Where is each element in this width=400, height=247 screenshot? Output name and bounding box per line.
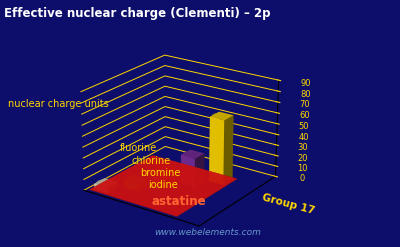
Text: fluorine: fluorine (120, 143, 157, 153)
Text: astatine: astatine (152, 195, 207, 208)
Text: chlorine: chlorine (132, 156, 171, 165)
Text: www.webelements.com: www.webelements.com (154, 228, 262, 237)
Text: Group 17: Group 17 (261, 193, 315, 216)
Text: Effective nuclear charge (Clementi) – 2p: Effective nuclear charge (Clementi) – 2p (4, 7, 270, 21)
Text: iodine: iodine (148, 180, 178, 190)
Text: bromine: bromine (140, 168, 180, 178)
Text: nuclear charge units: nuclear charge units (8, 99, 109, 109)
